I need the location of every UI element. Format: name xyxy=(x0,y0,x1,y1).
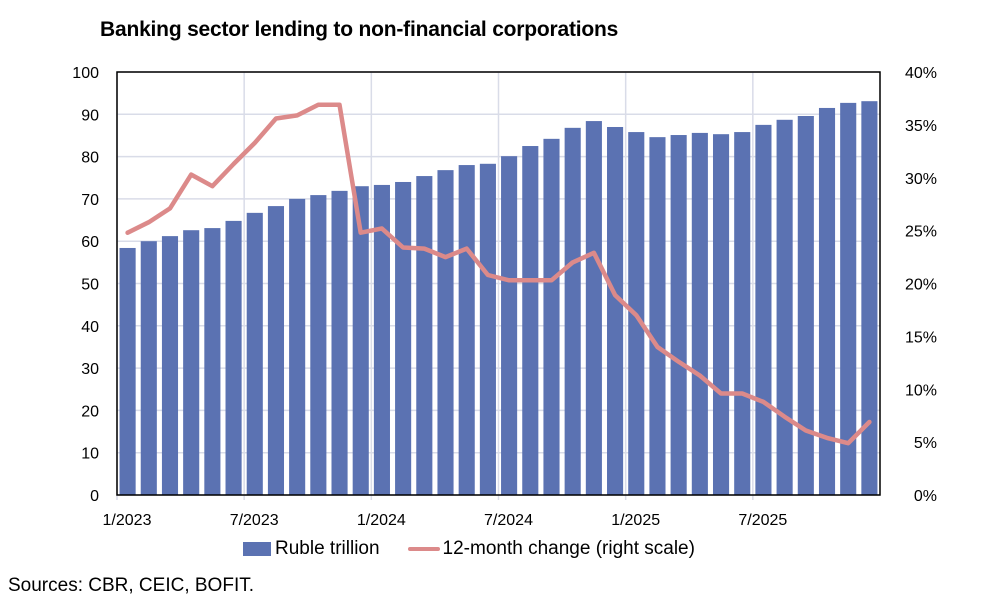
x-tick-label: 7/2025 xyxy=(738,512,787,529)
right-tick-label: 10% xyxy=(905,382,937,399)
bar xyxy=(310,195,327,495)
bar xyxy=(352,186,369,495)
right-tick-label: 0% xyxy=(914,488,937,505)
bar xyxy=(691,132,708,496)
legend-bar-swatch xyxy=(243,542,271,556)
bar xyxy=(861,101,878,495)
bar xyxy=(501,156,518,495)
bar xyxy=(267,206,285,495)
right-tick-label: 25% xyxy=(905,224,937,241)
bar xyxy=(734,132,751,496)
bar xyxy=(289,198,306,495)
bar xyxy=(373,184,390,496)
bar xyxy=(140,241,157,495)
bar xyxy=(479,163,496,495)
bar xyxy=(204,228,221,495)
left-tick-label: 40 xyxy=(81,319,99,336)
bar xyxy=(649,137,666,495)
bar xyxy=(712,134,730,495)
bar xyxy=(564,127,581,495)
bar xyxy=(543,138,560,496)
bar xyxy=(458,165,475,495)
x-tick-label: 1/2025 xyxy=(611,512,660,529)
bar xyxy=(776,119,793,495)
bar xyxy=(755,124,772,495)
bar xyxy=(183,230,200,495)
left-tick-label: 60 xyxy=(81,234,99,251)
line-series-12-month-change xyxy=(125,102,872,446)
x-tick-label: 1/2024 xyxy=(357,512,406,529)
bar xyxy=(331,190,348,495)
chart-title: Banking sector lending to non-financial … xyxy=(100,18,619,41)
bar xyxy=(797,115,814,495)
left-tick-label: 80 xyxy=(81,150,99,167)
left-tick-label: 50 xyxy=(81,277,99,294)
bar xyxy=(395,181,412,496)
source-note: Sources: CBR, CEIC, BOFIT. xyxy=(8,575,254,596)
right-tick-label: 20% xyxy=(905,277,937,294)
left-tick-label: 30 xyxy=(81,361,99,378)
x-tick-label: 1/2023 xyxy=(103,512,152,529)
left-tick-label: 90 xyxy=(81,107,99,124)
legend: Ruble trillion 12-month change (right sc… xyxy=(243,538,695,560)
x-tick-label: 7/2023 xyxy=(230,512,279,529)
legend-line-swatch xyxy=(407,547,440,551)
x-tick-label: 7/2024 xyxy=(484,512,533,529)
bar xyxy=(437,170,454,496)
bar xyxy=(225,220,242,495)
bar xyxy=(818,107,836,495)
right-tick-label: 15% xyxy=(905,329,937,346)
bar xyxy=(246,212,263,495)
bar xyxy=(161,236,179,495)
right-tick-label: 5% xyxy=(914,435,937,452)
bar xyxy=(119,247,136,495)
left-tick-label: 100 xyxy=(72,65,99,82)
left-tick-label: 10 xyxy=(81,446,99,463)
right-tick-label: 30% xyxy=(905,171,937,188)
legend-bar-label: Ruble trillion xyxy=(275,538,380,559)
right-tick-label: 40% xyxy=(905,65,937,82)
left-tick-label: 70 xyxy=(81,192,99,209)
plot-frame xyxy=(116,71,881,496)
left-tick-label: 20 xyxy=(81,403,99,420)
right-tick-label: 35% xyxy=(905,118,937,135)
bar xyxy=(607,126,624,496)
legend-line-label: 12-month change (right scale) xyxy=(442,538,695,559)
left-tick-label: 0 xyxy=(90,488,99,505)
bar xyxy=(840,102,857,495)
bar xyxy=(585,121,602,496)
bar xyxy=(522,146,539,495)
bar xyxy=(670,135,687,496)
bar xyxy=(416,176,433,496)
